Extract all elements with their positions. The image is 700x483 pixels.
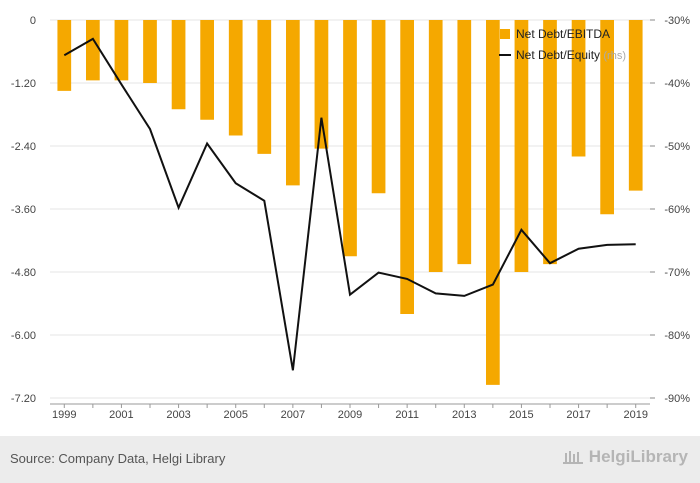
right-axis-tick-label: -50% bbox=[664, 141, 690, 153]
bar-2015 bbox=[514, 20, 529, 272]
bar-2017 bbox=[571, 20, 586, 157]
x-axis-tick-label: 2007 bbox=[281, 409, 305, 421]
left-axis-tick-label: -7.20 bbox=[11, 393, 36, 405]
x-axis-tick-label: 2003 bbox=[166, 409, 190, 421]
legend-label-net-debt-ebitda: Net Debt/EBITDA bbox=[516, 27, 610, 41]
bar-2018 bbox=[600, 20, 614, 215]
right-axis-tick-label: -60% bbox=[664, 204, 690, 216]
bar-2003 bbox=[171, 20, 186, 110]
legend-label-suffix: (rhs) bbox=[603, 50, 626, 62]
bar-2014 bbox=[486, 20, 500, 385]
bar-2013 bbox=[457, 20, 472, 265]
bar-2011 bbox=[400, 20, 414, 314]
library-building-icon bbox=[562, 451, 583, 464]
net-debt-equity-line bbox=[63, 37, 636, 371]
left-axis-tick-label: -2.40 bbox=[11, 141, 36, 153]
right-axis-tick-label: -40% bbox=[664, 78, 690, 90]
bar-2010 bbox=[371, 20, 386, 194]
footer-bar bbox=[0, 436, 700, 483]
left-axis-tick-label: -1.20 bbox=[11, 78, 36, 90]
left-axis-tick-label: -4.80 bbox=[11, 267, 36, 279]
x-axis-tick-label: 2015 bbox=[509, 409, 533, 421]
right-axis-tick-label: -30% bbox=[664, 15, 690, 27]
x-axis-tick-label: 2001 bbox=[109, 409, 133, 421]
x-axis-tick-label: 2009 bbox=[338, 409, 362, 421]
right-axis-tick-label: -80% bbox=[664, 330, 690, 342]
left-axis-tick-label: 0 bbox=[30, 15, 36, 27]
x-axis-tick-label: 2017 bbox=[566, 409, 590, 421]
bar-2006 bbox=[257, 20, 272, 154]
brand-logo: HelgiLibrary bbox=[562, 447, 688, 467]
bar-series-net-debt-ebitda bbox=[57, 20, 643, 385]
x-axis-tick-label: 2011 bbox=[395, 409, 419, 421]
right-axis-tick-label: -90% bbox=[664, 393, 690, 405]
bar-2002 bbox=[143, 20, 157, 83]
left-axis-tick-label: -3.60 bbox=[11, 204, 36, 216]
bar-2009 bbox=[343, 20, 357, 257]
axes: 0 -1.20 -2.40 -3.60 -4.80 -6.00 -7.20 -30% -40% -… bbox=[11, 15, 690, 421]
right-axis-tick-label: -70% bbox=[664, 267, 690, 279]
x-axis-tick-label: 1999 bbox=[52, 409, 76, 421]
bar-2019 bbox=[628, 20, 643, 191]
legend: Net Debt/EBITDA Net Debt/Equity (rhs) bbox=[499, 27, 626, 62]
legend-label-net-debt-equity: Net Debt/Equity (rhs) bbox=[516, 48, 626, 62]
x-axis-tick-label: 2013 bbox=[452, 409, 476, 421]
bar-2012 bbox=[428, 20, 443, 272]
brand-name: HelgiLibrary bbox=[588, 447, 688, 466]
source-note: Source: Company Data, Helgi Library bbox=[10, 451, 226, 466]
legend-swatch-bar bbox=[500, 29, 510, 39]
bar-2008 bbox=[314, 20, 329, 149]
line-series-net-debt-equity bbox=[63, 37, 636, 371]
bar-2004 bbox=[200, 20, 214, 120]
x-axis-tick-label: 2019 bbox=[623, 409, 647, 421]
bar-2000 bbox=[86, 20, 100, 81]
bar-1999 bbox=[57, 20, 72, 91]
chart-svg: 0 -1.20 -2.40 -3.60 -4.80 -6.00 -7.20 -30% -40% -… bbox=[11, 15, 690, 421]
bar-2001 bbox=[114, 20, 129, 81]
left-axis-tick-label: -6.00 bbox=[11, 330, 36, 342]
bar-2007 bbox=[286, 20, 300, 186]
bar-2016 bbox=[543, 20, 557, 265]
bar-2005 bbox=[228, 20, 243, 136]
x-axis-tick-label: 2005 bbox=[223, 409, 247, 421]
